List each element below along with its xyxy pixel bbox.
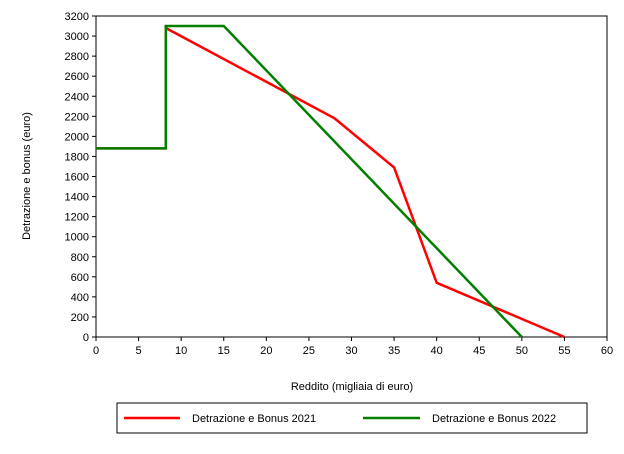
x-tick-label: 55 xyxy=(558,345,570,357)
y-tick-label: 1600 xyxy=(65,172,89,184)
y-tick-label: 2800 xyxy=(65,51,89,63)
x-tick-label: 35 xyxy=(388,345,400,357)
x-tick-label: 25 xyxy=(303,345,315,357)
x-tick-label: 45 xyxy=(473,345,485,357)
series-layer xyxy=(96,24,565,339)
y-tick-label: 2000 xyxy=(65,131,89,143)
x-tick-label: 5 xyxy=(136,345,142,357)
x-tick-label: 10 xyxy=(175,345,187,357)
legend-label: Detrazione e Bonus 2021 xyxy=(192,413,316,425)
legend: Detrazione e Bonus 2021 Detrazione e Bonu… xyxy=(116,402,588,434)
x-tick-label: 50 xyxy=(516,345,528,357)
plot-area xyxy=(95,15,608,338)
y-tick-label: 1000 xyxy=(65,232,89,244)
x-axis-ticks: 0 5 10 15 20 25 30 35 40 45 50 55 60 xyxy=(93,337,613,357)
y-tick-label: 1400 xyxy=(65,192,89,204)
plot-frame xyxy=(95,15,608,338)
legend-box xyxy=(116,402,588,434)
x-axis-title: Reddito (migliaia di euro) xyxy=(291,381,413,393)
y-tick-label: 600 xyxy=(71,272,89,284)
x-tick-label: 30 xyxy=(345,345,357,357)
y-tick-label: 1800 xyxy=(65,151,89,163)
y-tick-label: 3000 xyxy=(65,31,89,43)
x-tick-label: 0 xyxy=(93,345,99,357)
y-tick-label: 1200 xyxy=(65,212,89,224)
y-tick-label: 0 xyxy=(83,332,89,344)
y-tick-label: 800 xyxy=(71,252,89,264)
y-tick-label: 400 xyxy=(71,292,89,304)
x-tick-label: 15 xyxy=(218,345,230,357)
y-axis-title: Detrazione e bonus (euro) xyxy=(21,112,33,240)
series-line-2022 xyxy=(96,24,523,338)
y-axis-ticks: 0 200 400 600 800 1000 1200 1400 1600 1800 2000 220… xyxy=(65,11,96,344)
x-tick-label: 20 xyxy=(260,345,272,357)
x-tick-label: 60 xyxy=(601,345,613,357)
y-tick-label: 2200 xyxy=(65,111,89,123)
legend-label: Detrazione e Bonus 2022 xyxy=(432,413,556,425)
x-tick-label: 40 xyxy=(431,345,443,357)
y-tick-label: 2400 xyxy=(65,91,89,103)
y-tick-label: 2600 xyxy=(65,71,89,83)
y-tick-label: 3200 xyxy=(65,11,89,23)
y-tick-label: 200 xyxy=(71,312,89,324)
